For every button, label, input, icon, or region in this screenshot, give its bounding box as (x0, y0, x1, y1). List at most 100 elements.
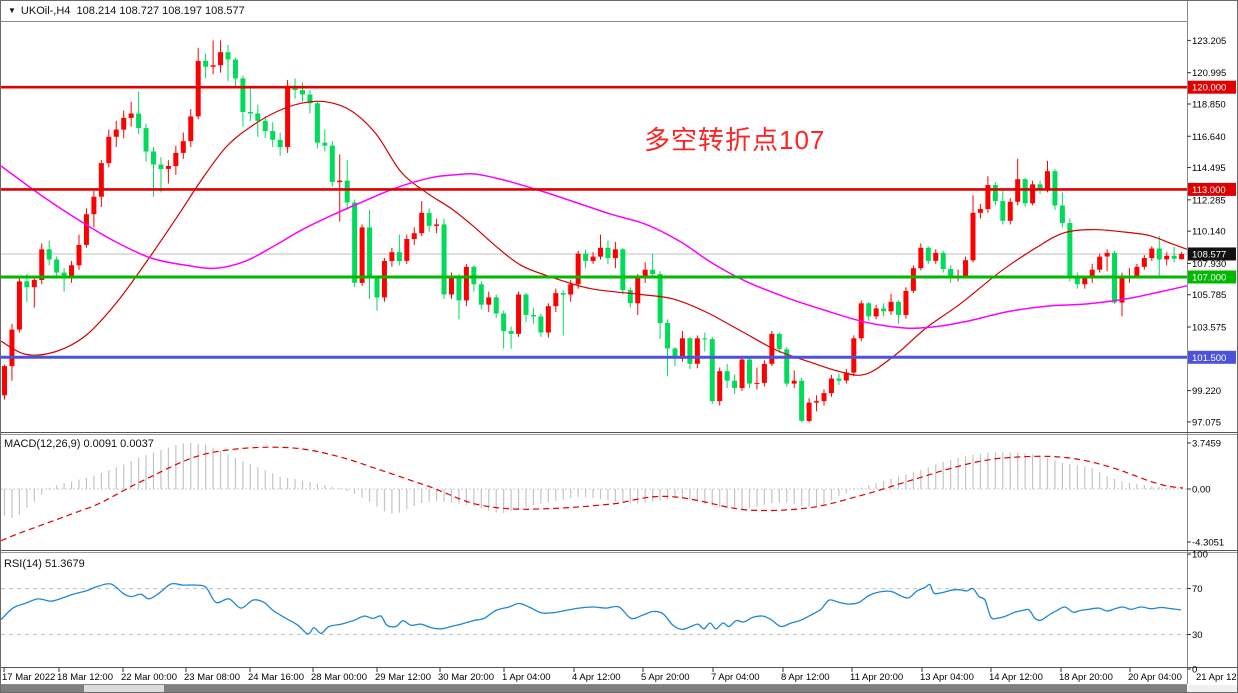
candle-down (1067, 223, 1073, 278)
candle-down (441, 224, 447, 295)
candle-up (1089, 269, 1095, 279)
symbol-ohlc-title: UKOil-,H4 108.214 108.727 108.197 108.57… (20, 5, 245, 17)
candle-up (83, 214, 89, 245)
svg-text:24 Mar 16:00: 24 Mar 16:00 (248, 672, 304, 683)
svg-text:120.995: 120.995 (1192, 68, 1226, 79)
svg-text:11 Apr 20:00: 11 Apr 20:00 (850, 672, 903, 683)
candle-up (642, 269, 648, 279)
candle-up (568, 284, 574, 295)
candle-up (791, 380, 797, 384)
candle-down (776, 333, 782, 350)
candle-down (277, 139, 283, 148)
candle-down (374, 278, 380, 298)
macd-indicator-label: MACD(12,26,9) 0.0091 0.0037 (4, 438, 154, 450)
candle-up (113, 129, 119, 137)
svg-text:99.220: 99.220 (1192, 386, 1221, 397)
candle-up (381, 260, 387, 298)
svg-text:7 Apr 04:00: 7 Apr 04:00 (711, 672, 760, 683)
svg-text:0: 0 (1192, 665, 1197, 676)
svg-text:28 Mar 00:00: 28 Mar 00:00 (311, 672, 367, 683)
candle-up (918, 247, 924, 269)
svg-text:5 Apr 20:00: 5 Apr 20:00 (641, 672, 690, 683)
chevron-down-icon[interactable]: ▼ (8, 6, 16, 15)
macd-signal-line (1, 446, 1184, 542)
candle-up (188, 116, 194, 142)
candle-up (761, 363, 767, 383)
svg-text:14 Apr 12:00: 14 Apr 12:00 (989, 672, 1043, 683)
svg-text:120.000: 120.000 (1192, 83, 1226, 94)
candle-down (367, 227, 373, 279)
candle-up (516, 294, 522, 334)
candle-up (69, 265, 75, 279)
candle-up (970, 212, 976, 261)
candle-down (925, 247, 931, 261)
svg-text:8 Apr 12:00: 8 Apr 12:00 (781, 672, 830, 683)
svg-text:70: 70 (1192, 584, 1203, 595)
candle-up (389, 252, 395, 261)
candle-down (620, 249, 626, 291)
svg-text:-4.3051: -4.3051 (1192, 537, 1224, 548)
candle-up (598, 247, 603, 257)
candle-down (396, 252, 402, 261)
candle-down (747, 359, 752, 384)
candle-up (411, 233, 417, 239)
candle-down (352, 202, 358, 283)
candle-down (151, 151, 156, 165)
candle-up (910, 268, 916, 291)
candle-down (627, 290, 633, 304)
candle-up (165, 166, 171, 169)
candle-down (1037, 184, 1043, 191)
candle-down (1156, 248, 1162, 260)
candle-up (106, 136, 112, 164)
candle-up (1179, 254, 1185, 260)
candle-down (344, 180, 350, 203)
candle-down (866, 303, 872, 317)
candle-up (545, 306, 551, 333)
candle-down (322, 142, 328, 146)
candle-down (478, 284, 484, 305)
candle-down (1022, 179, 1028, 204)
price-level-badge (1188, 350, 1236, 364)
rsi-panel (1, 582, 1187, 636)
candle-down (992, 185, 998, 202)
scrollbar-thumb[interactable] (164, 685, 1187, 692)
candle-up (851, 338, 857, 373)
candle-down (225, 52, 231, 60)
candlesticks (2, 40, 1185, 423)
candle-up (739, 359, 745, 388)
candle-up (1164, 255, 1170, 260)
candle-up (1119, 276, 1125, 303)
candle-down (538, 316, 544, 333)
candle-up (1082, 278, 1088, 285)
candle-down (881, 308, 887, 312)
candle-up (635, 278, 641, 304)
ma-fast-red-line (1, 100, 1188, 376)
horizontal-levels[interactable] (1, 85, 1187, 359)
candle-up (612, 249, 618, 259)
scrollbar-segment-left[interactable] (1, 685, 84, 692)
candle-up (1097, 256, 1103, 270)
candle-up (1141, 258, 1147, 267)
ma-slow-magenta-line (1, 165, 1188, 330)
candle-down (426, 212, 432, 226)
candle-up (1149, 248, 1155, 258)
candle-down (784, 349, 790, 384)
horizontal-scrollbar[interactable] (1, 685, 1187, 692)
candle-up (590, 256, 596, 261)
svg-text:4 Apr 12:00: 4 Apr 12:00 (572, 672, 621, 683)
candle-up (195, 60, 201, 117)
candle-up (1030, 184, 1036, 204)
candle-up (903, 290, 909, 315)
svg-text:100: 100 (1192, 550, 1208, 561)
svg-text:107.000: 107.000 (1192, 273, 1226, 284)
candle-up (977, 209, 983, 213)
candle-down (493, 297, 499, 314)
svg-text:13 Apr 04:00: 13 Apr 04:00 (920, 672, 974, 683)
candle-down (456, 277, 462, 301)
candle-down (560, 293, 566, 295)
candle-up (754, 382, 760, 384)
candle-up (434, 224, 440, 226)
chart-annotation-text[interactable]: 多空转折点107 (644, 125, 826, 155)
svg-text:20 Apr 04:00: 20 Apr 04:00 (1128, 672, 1182, 683)
